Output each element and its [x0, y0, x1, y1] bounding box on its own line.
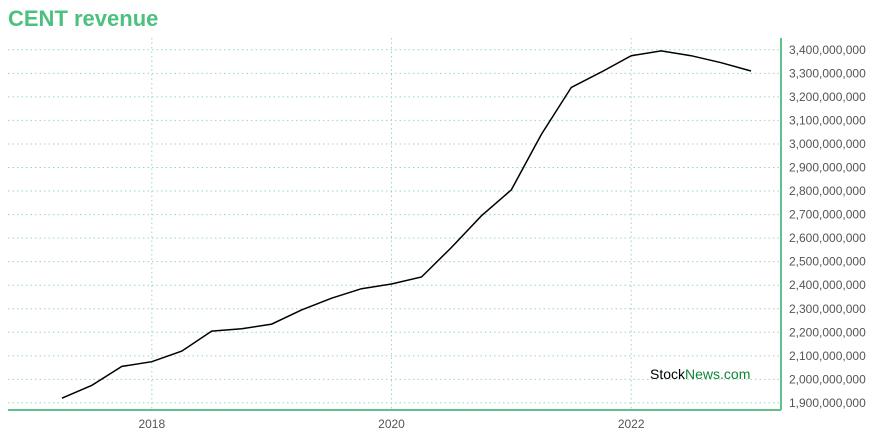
y-tick-label: 2,600,000,000 — [789, 231, 866, 245]
x-tick-label: 2018 — [138, 417, 165, 431]
y-tick-label: 2,800,000,000 — [789, 184, 866, 198]
y-tick-label: 1,900,000,000 — [789, 396, 866, 410]
watermark-stock: Stock — [650, 366, 686, 382]
y-tick-labels: 1,900,000,000 2,000,000,000 2,100,000,000 2… — [789, 43, 866, 410]
x-tick-labels: 2018 2020 2022 — [138, 417, 644, 431]
y-tick-label: 3,400,000,000 — [789, 43, 866, 57]
y-tick-label: 2,100,000,000 — [789, 349, 866, 363]
y-tick-label: 2,900,000,000 — [789, 160, 866, 174]
y-tick-label: 2,300,000,000 — [789, 302, 866, 316]
watermark: StockNews.com — [650, 366, 750, 382]
y-tick-label: 2,000,000,000 — [789, 372, 866, 386]
axes — [8, 38, 782, 411]
y-tick-label: 2,700,000,000 — [789, 208, 866, 222]
x-tick-label: 2022 — [618, 417, 645, 431]
y-tick-label: 3,100,000,000 — [789, 113, 866, 127]
chart-title: CENT revenue — [8, 6, 159, 31]
y-tick-label: 3,300,000,000 — [789, 66, 866, 80]
y-tick-label: 3,000,000,000 — [789, 137, 866, 151]
grid-lines — [8, 38, 781, 410]
y-tick-label: 3,200,000,000 — [789, 90, 866, 104]
series-layer — [61, 50, 752, 399]
watermark-news: News.com — [685, 366, 750, 382]
x-tick-label: 2020 — [378, 417, 405, 431]
y-tick-label: 2,400,000,000 — [789, 278, 866, 292]
y-tick-label: 2,200,000,000 — [789, 325, 866, 339]
revenue-series-line — [61, 50, 752, 399]
y-tick-label: 2,500,000,000 — [789, 255, 866, 269]
